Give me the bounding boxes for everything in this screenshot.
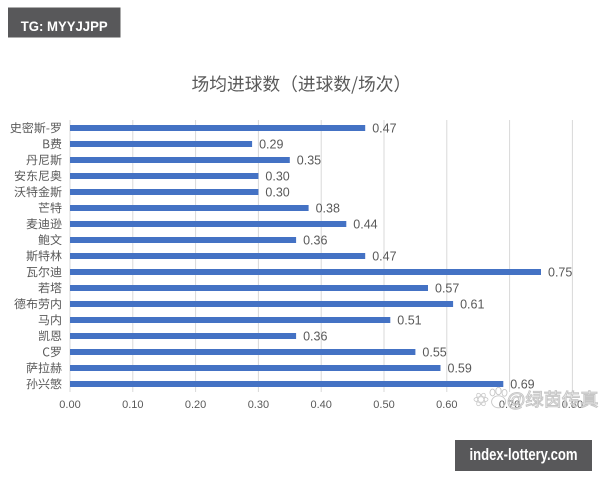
svg-text:TG: MYYJJPP: TG: MYYJJPP xyxy=(21,18,108,34)
svg-text:0.20: 0.20 xyxy=(185,399,206,411)
svg-text:0.00: 0.00 xyxy=(59,399,80,411)
svg-text:0.36: 0.36 xyxy=(303,233,327,247)
svg-text:0.60: 0.60 xyxy=(436,399,457,411)
svg-text:@: @ xyxy=(507,391,526,412)
svg-text:0.30: 0.30 xyxy=(248,399,269,411)
svg-text:0.44: 0.44 xyxy=(353,217,377,231)
svg-text:0.30: 0.30 xyxy=(265,185,289,199)
svg-text:0.40: 0.40 xyxy=(310,399,331,411)
svg-text:0.35: 0.35 xyxy=(297,153,321,167)
svg-text:0.50: 0.50 xyxy=(373,399,394,411)
svg-text:0.36: 0.36 xyxy=(303,329,327,343)
svg-text:0.55: 0.55 xyxy=(422,345,446,359)
svg-text:0.61: 0.61 xyxy=(460,297,484,311)
svg-text:0.69: 0.69 xyxy=(510,377,534,391)
svg-text:0.10: 0.10 xyxy=(122,399,143,411)
svg-text:0.38: 0.38 xyxy=(316,201,340,215)
svg-text:0.57: 0.57 xyxy=(435,281,459,295)
svg-text:0.70: 0.70 xyxy=(499,399,520,411)
svg-text:0.75: 0.75 xyxy=(548,265,572,279)
svg-text:0.29: 0.29 xyxy=(259,137,283,151)
svg-text:0.47: 0.47 xyxy=(372,121,396,135)
svg-text:index-lottery.com: index-lottery.com xyxy=(470,446,578,464)
svg-text:0.47: 0.47 xyxy=(372,249,396,263)
svg-text:0.59: 0.59 xyxy=(448,361,472,375)
svg-text:0.30: 0.30 xyxy=(265,169,289,183)
svg-text:0.51: 0.51 xyxy=(397,313,421,327)
